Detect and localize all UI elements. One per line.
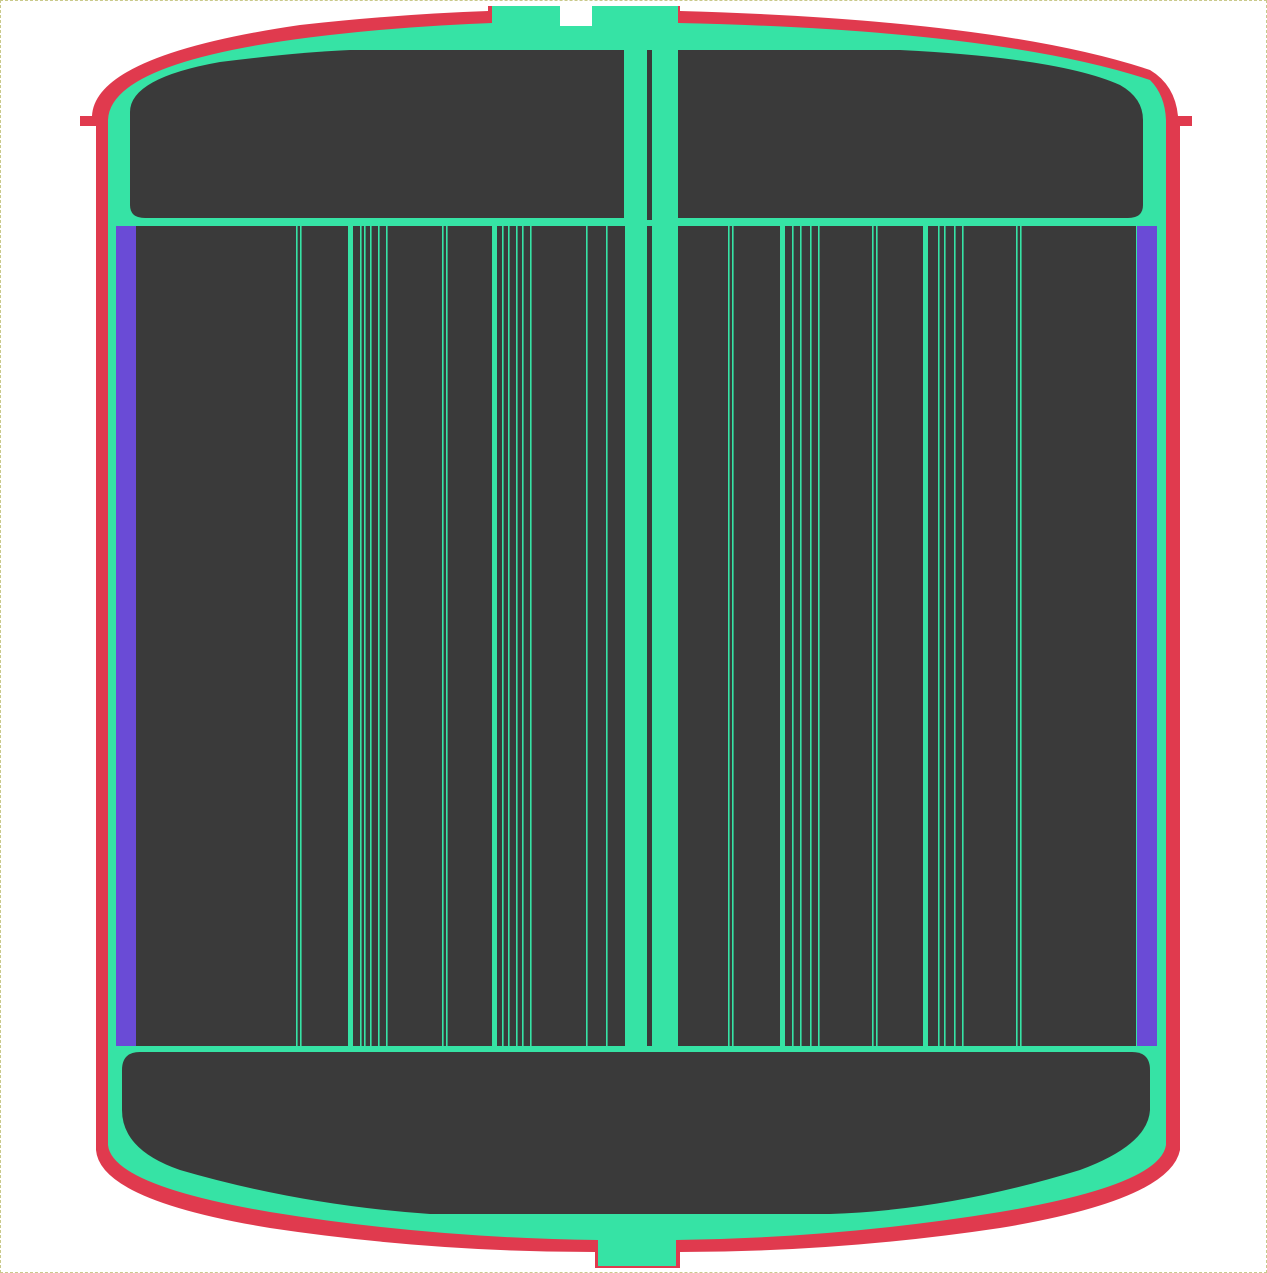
fuel-channel-line	[446, 226, 448, 1046]
side-insulation-panel-right	[1137, 226, 1157, 1046]
module-divider	[348, 226, 353, 1046]
fuel-channel-line	[732, 226, 734, 1046]
fuel-channel-line	[300, 226, 302, 1046]
fuel-channel-line	[378, 226, 380, 1046]
module-dividers	[348, 226, 928, 1046]
module-cap-top	[136, 220, 340, 224]
module-cap-top	[358, 220, 483, 224]
fuel-channel-line	[872, 226, 874, 1046]
fuel-channel-line	[522, 226, 524, 1046]
fuel-channel-line	[962, 226, 964, 1046]
fuel-channel-lines	[296, 226, 1022, 1046]
fuel-channel-line	[938, 226, 940, 1046]
fuel-channel-line	[800, 226, 802, 1046]
module-cap-top	[501, 220, 625, 224]
side-insulation-panel-left	[116, 226, 136, 1046]
fuel-channel-line	[1016, 226, 1018, 1046]
fuel-channel-line	[876, 226, 878, 1046]
top-nozzle-right	[594, 6, 676, 26]
fuel-channel-line	[810, 226, 812, 1046]
module-divider	[492, 226, 497, 1046]
module-cap-bottom	[136, 1048, 340, 1052]
module-divider	[923, 226, 928, 1046]
central-shaft-left	[625, 50, 647, 1050]
fuel-channel-line	[364, 226, 366, 1046]
module-cap-bottom	[358, 1048, 483, 1052]
module-divider	[780, 226, 785, 1046]
bottom-nozzle	[598, 1238, 674, 1266]
top-nozzle-left	[494, 6, 558, 26]
fuel-channel-line	[516, 226, 518, 1046]
module-cap-top	[678, 220, 770, 224]
module-caps	[136, 220, 1137, 1052]
fuel-channel-line	[586, 226, 588, 1046]
central-shaft-gap	[647, 50, 652, 220]
fuel-channel-line	[944, 226, 946, 1046]
fuel-channel-line	[818, 226, 820, 1046]
lower-chamber	[122, 1052, 1150, 1214]
upper-chamber	[130, 50, 624, 218]
fuel-channel-line	[792, 226, 794, 1046]
fuel-channel-line	[386, 226, 388, 1046]
fuel-channel-line	[508, 226, 510, 1046]
module-cap-top	[933, 220, 1137, 224]
upper-chamber-right	[678, 50, 1143, 218]
central-shaft-right	[652, 50, 678, 1050]
fuel-channel-line	[370, 226, 372, 1046]
fuel-channel-line	[954, 226, 956, 1046]
fuel-channel-line	[728, 226, 730, 1046]
fuel-channel-line	[360, 226, 362, 1046]
module-cap-bottom	[789, 1048, 914, 1052]
fuel-channel-line	[296, 226, 298, 1046]
fuel-channel-line	[1020, 226, 1022, 1046]
module-cap-bottom	[501, 1048, 625, 1052]
fuel-channel-line	[442, 226, 444, 1046]
module-cap-bottom	[678, 1048, 770, 1052]
fuel-channel-line	[530, 226, 532, 1046]
module-cap-top	[789, 220, 914, 224]
fuel-channel-line	[606, 226, 608, 1046]
module-cap-bottom	[933, 1048, 1137, 1052]
central-shaft	[625, 50, 678, 1050]
fuel-channel-line	[502, 226, 504, 1046]
